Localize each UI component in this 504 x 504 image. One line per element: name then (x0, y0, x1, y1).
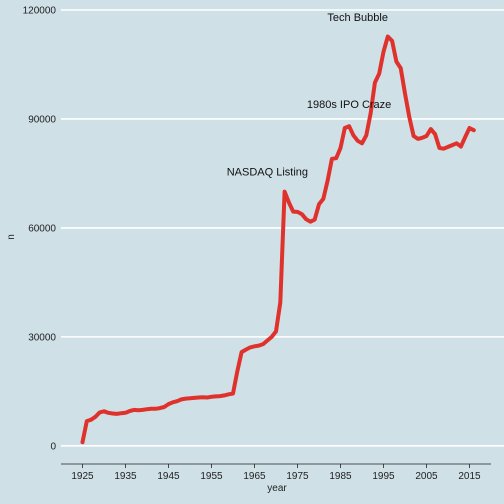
annotation-label: Tech Bubble (327, 12, 388, 24)
y-axis-title: n (6, 234, 17, 240)
x-tick-label: 2005 (415, 471, 438, 482)
y-tick-label: 90000 (28, 114, 56, 125)
annotation-label: NASDAQ Listing (227, 166, 308, 178)
x-axis: 1925 1935 1945 1955 1965 1975 1985 1995 2005 2015 (61, 463, 491, 482)
x-tick-label: 1925 (71, 471, 94, 482)
x-tick-label: 2015 (458, 471, 481, 482)
x-tick-label: 1935 (114, 471, 137, 482)
y-tick-labels: 0 30000 60000 90000 120000 (23, 6, 57, 453)
y-tick-label: 30000 (28, 332, 56, 343)
series-line-layer (80, 34, 476, 445)
x-tick-label: 1975 (286, 471, 309, 482)
y-tick-label: 120000 (23, 6, 57, 17)
series-line (80, 34, 476, 445)
x-axis-title: year (267, 483, 287, 494)
y-tick-label: 60000 (28, 223, 56, 234)
y-tick-label: 0 (50, 441, 56, 452)
annotation-label: 1980s IPO Craze (307, 99, 391, 111)
x-tick-label: 1965 (243, 471, 266, 482)
x-tick-label: 1985 (329, 471, 352, 482)
x-tick-label: 1945 (157, 471, 180, 482)
x-tick-label: 1995 (372, 471, 395, 482)
annotations: NASDAQ Listing 1980s IPO Craze Tech Bubble (227, 12, 392, 178)
x-tick-label: 1955 (200, 471, 223, 482)
